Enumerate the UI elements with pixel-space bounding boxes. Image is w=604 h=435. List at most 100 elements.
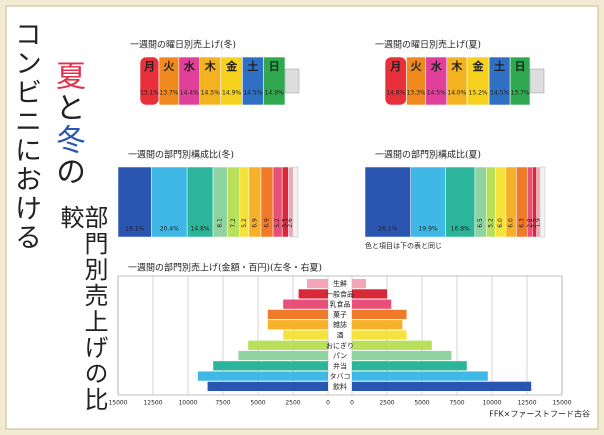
bar-left — [283, 299, 328, 309]
bar-right — [352, 320, 403, 330]
category-label: 生鮮 — [333, 279, 347, 288]
day-value: 14.5% — [427, 90, 446, 97]
segment-label: 2.5 — [531, 218, 538, 228]
segment-label: 5.2 — [241, 218, 248, 228]
category-label: 飲料 — [333, 382, 347, 391]
segment-label: 26.1% — [378, 226, 397, 233]
bar-left — [267, 309, 328, 320]
day-label: 火 — [163, 60, 175, 73]
category-label: 酒 — [337, 332, 344, 340]
title-and: と — [50, 92, 85, 124]
title-summer: 夏 — [50, 60, 85, 92]
day-value: 14.5% — [243, 90, 262, 97]
bar-right — [352, 381, 532, 391]
category-label: 一般食品 — [326, 289, 354, 298]
segment-label: 6.9 — [251, 218, 258, 228]
bar-end — [292, 166, 299, 238]
segment-label: 19.1% — [125, 226, 144, 233]
segment-label: 14.8% — [191, 226, 210, 233]
segment — [364, 166, 411, 238]
title-winter: 冬 — [50, 124, 85, 156]
segment-label: 7.2 — [230, 218, 237, 228]
category-label: タバコ — [330, 372, 351, 381]
segment-label: 6.5 — [477, 218, 484, 228]
x-tick-label: 5000 — [414, 400, 429, 407]
segment-label: 16.8% — [451, 226, 470, 233]
day-label: 金 — [225, 59, 238, 73]
bar-left — [298, 289, 328, 299]
x-tick-label: 5000 — [250, 400, 265, 407]
bar-right — [352, 350, 452, 361]
x-tick-label: 10000 — [482, 400, 501, 407]
x-tick-label: 2500 — [379, 400, 394, 407]
x-tick-label: 15000 — [108, 400, 127, 407]
category-label: パン — [333, 352, 347, 360]
x-tick-label: 12500 — [517, 400, 536, 407]
day-value: 14.0% — [447, 90, 466, 97]
chart-title: 一週間の部門別売上げ(金額・百円)(左冬・右夏) — [128, 262, 322, 274]
bar-end — [539, 166, 546, 238]
x-tick-label: 7500 — [449, 400, 464, 407]
segment — [445, 166, 476, 238]
x-tick-label: 7500 — [215, 400, 230, 407]
day-label: 土 — [247, 59, 258, 73]
bottle-cap — [284, 68, 300, 94]
day-label: 月 — [389, 60, 401, 73]
day-label: 木 — [204, 59, 217, 73]
chart-title: 一週間の部門別構成比(夏) — [375, 149, 481, 161]
segment-label: 1.9 — [535, 218, 542, 228]
bar-right — [352, 340, 432, 350]
bottle-cap — [529, 68, 545, 94]
segment-label: 2.8 — [526, 218, 533, 228]
day-label: 金 — [472, 59, 485, 73]
segment-label: 6.9 — [264, 218, 271, 228]
segment-label: 6.3 — [518, 218, 525, 228]
bar-left — [213, 361, 328, 371]
x-tick-label: 0 — [350, 400, 354, 407]
segment-label: 8.1 — [217, 218, 224, 228]
day-label: 土 — [494, 59, 505, 73]
day-value: 14.5% — [201, 90, 220, 97]
day-label: 水 — [184, 59, 196, 73]
segment — [410, 166, 446, 238]
bar-left — [267, 320, 328, 330]
segment-label: 5.2 — [487, 218, 494, 228]
category-label: おにぎり — [326, 341, 354, 350]
footer: FFK×ファーストフード古谷 — [489, 409, 590, 419]
chart-title: 一週間の曜日別売上げ(冬) — [130, 39, 236, 51]
note: 色と項目は下の表と同じ — [365, 241, 442, 250]
title-no: の — [50, 156, 85, 188]
day-value: 13.7% — [511, 90, 530, 97]
day-value: 14.8% — [386, 90, 405, 97]
bar-right — [352, 361, 467, 371]
category-label: 菓子 — [333, 310, 347, 319]
chart-title: 一週間の部門別構成比(冬) — [128, 149, 234, 161]
category-label: 雑誌 — [333, 320, 347, 329]
bar-left — [307, 279, 328, 289]
title-line2: 夏と冬の — [50, 60, 85, 188]
segment-label: 2.6 — [287, 218, 294, 228]
title-line3: 部門別売上げの比較 — [56, 205, 108, 413]
x-tick-label: 15000 — [552, 400, 571, 407]
day-label: 火 — [411, 60, 423, 73]
segment-label: 5.2 — [274, 218, 281, 228]
segment-label: 3.5 — [282, 218, 289, 228]
x-tick-label: 12500 — [143, 400, 162, 407]
segment-label: 6.0 — [497, 218, 504, 228]
day-label: 日 — [515, 60, 526, 73]
bar-left — [248, 340, 328, 350]
day-label: 木 — [450, 59, 463, 73]
bar-right — [352, 299, 392, 309]
segment — [151, 166, 188, 238]
title-line1: コンビニにおける — [10, 20, 41, 252]
x-tick-label: 2500 — [285, 400, 300, 407]
bar-right — [352, 371, 488, 381]
bar-right — [352, 279, 366, 289]
segment — [117, 166, 152, 238]
bar-left — [197, 371, 328, 381]
segment-label: 6.0 — [508, 218, 515, 228]
bar-left — [283, 330, 328, 340]
segment-label: 19.9% — [419, 226, 438, 233]
